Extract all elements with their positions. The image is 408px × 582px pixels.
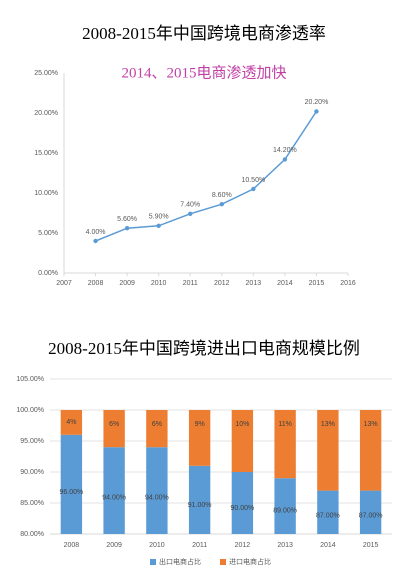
bar-segment (60, 410, 83, 435)
bar-segment (188, 410, 211, 466)
marker (314, 109, 319, 114)
value-label: 5.90% (149, 214, 169, 221)
legend-swatch (150, 559, 156, 565)
value-label: 11% (278, 421, 292, 428)
bar-segment (317, 410, 339, 491)
x-tick-label: 2013 (277, 542, 293, 549)
value-label: 14.20% (273, 147, 297, 154)
annotation: 2014、2015电商渗透加快 (121, 64, 286, 81)
x-tick-label: 2015 (309, 280, 325, 287)
x-tick-label: 2010 (149, 542, 165, 549)
value-label: 94.00% (102, 494, 126, 501)
value-label: 8.60% (212, 192, 232, 199)
value-label: 94.00% (145, 494, 169, 501)
x-tick-label: 2010 (151, 280, 167, 287)
x-tick-label: 2009 (106, 542, 122, 549)
legend-swatch (220, 559, 226, 565)
bar-segment (274, 478, 296, 534)
x-tick-label: 2007 (56, 280, 72, 287)
value-label: 9% (195, 421, 205, 428)
x-tick-label: 2015 (363, 542, 379, 549)
bar-segment (231, 410, 254, 472)
x-tick-label: 2008 (88, 280, 104, 287)
bar-segment (359, 490, 382, 534)
legend-label: 进口电商占比 (229, 557, 271, 566)
value-label: 6% (152, 421, 162, 428)
value-label: 90.00% (231, 505, 255, 512)
x-tick-label: 2011 (192, 542, 207, 549)
value-label: 91.00% (188, 502, 212, 509)
value-label: 4% (66, 419, 76, 426)
marker (188, 211, 193, 216)
y-tick-label: 10.00% (34, 190, 58, 197)
value-label: 4.00% (86, 229, 106, 236)
bar-segment (317, 490, 339, 534)
y-tick-label: 25.00% (34, 70, 58, 77)
value-label: 5.60% (117, 216, 137, 223)
value-label: 96.00% (60, 489, 84, 496)
x-tick-label: 2008 (64, 542, 80, 549)
bar-segment (188, 465, 211, 534)
value-label: 6% (109, 421, 119, 428)
value-label: 13% (321, 421, 335, 428)
marker (251, 186, 256, 192)
y-tick-label: 20.00% (34, 110, 58, 117)
x-tick-label: 2012 (235, 542, 251, 549)
bar-segment (146, 447, 168, 534)
y-tick-label: 100.00% (16, 407, 44, 414)
marker (93, 238, 98, 244)
line (95, 110, 318, 242)
y-tick-label: 0.00% (38, 270, 58, 277)
bar-segment (103, 410, 125, 448)
y-tick-label: 105.00% (16, 376, 44, 383)
y-tick-label: 95.00% (20, 438, 44, 445)
marker (156, 223, 161, 228)
y-tick-label: 15.00% (34, 150, 58, 157)
x-tick-label: 2011 (183, 280, 198, 287)
value-label: 20.20% (305, 99, 329, 106)
x-tick-label: 2009 (119, 280, 135, 287)
y-tick-label: 90.00% (20, 469, 44, 476)
value-label: 7.40% (180, 202, 200, 209)
bar-segment (60, 434, 83, 534)
value-label: 10% (235, 421, 249, 428)
x-tick-label: 2013 (246, 280, 262, 287)
marker (219, 202, 224, 207)
bar-segment (274, 410, 296, 479)
bar-segment (103, 447, 125, 534)
chart-title: 2008-2015年中国跨境电商渗透率 (82, 24, 326, 43)
marker (282, 157, 288, 162)
value-label: 10.50% (241, 177, 265, 184)
bar-segment (231, 472, 254, 534)
x-tick-label: 2014 (320, 542, 336, 549)
value-label: 87.00% (359, 513, 383, 520)
value-label: 13% (364, 421, 378, 428)
value-label: 89.00% (273, 507, 297, 514)
value-label: 87.00% (316, 513, 340, 520)
legend-label: 出口电商占比 (159, 557, 201, 566)
marker (124, 226, 130, 231)
y-tick-label: 5.00% (38, 230, 58, 237)
chart-title: 2008-2015年中国跨境进出口电商规模比例 (48, 339, 360, 358)
x-tick-label: 2012 (214, 280, 230, 287)
bar-segment (359, 410, 382, 491)
y-tick-label: 85.00% (20, 500, 44, 507)
y-tick-label: 80.00% (20, 531, 44, 538)
x-tick-label: 2016 (340, 280, 356, 287)
bar-segment (146, 410, 168, 448)
x-tick-label: 2014 (277, 280, 293, 287)
